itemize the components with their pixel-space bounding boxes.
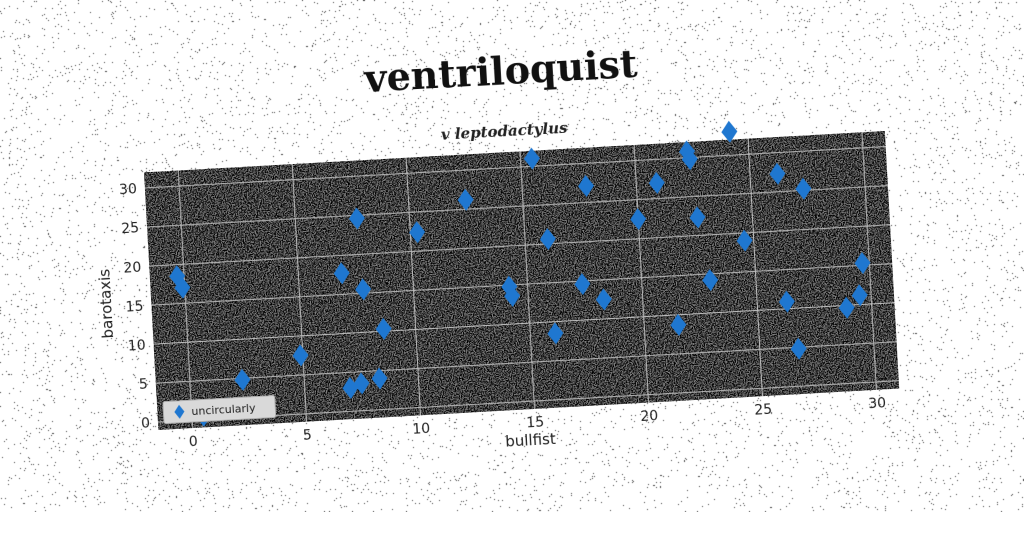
- x-tick-label: 30: [868, 395, 887, 412]
- y-tick-label: 20: [123, 260, 142, 277]
- x-tick-label: 20: [640, 408, 659, 425]
- y-tick-label: 10: [127, 338, 146, 355]
- x-tick-label: 10: [412, 421, 431, 438]
- x-tick-label: 25: [754, 402, 773, 419]
- y-tick-label: 30: [119, 181, 138, 198]
- x-axis-label: bullfist: [505, 430, 557, 451]
- x-tick-label: 15: [526, 414, 545, 431]
- x-tick-label: 0: [188, 434, 198, 450]
- x-tick-label: 5: [302, 427, 312, 443]
- y-axis-label: barotaxis: [95, 268, 117, 339]
- y-tick-label: 5: [138, 377, 148, 393]
- y-tick-label: 0: [141, 416, 151, 432]
- y-tick-label: 25: [121, 220, 140, 237]
- y-tick-label: 15: [125, 299, 144, 316]
